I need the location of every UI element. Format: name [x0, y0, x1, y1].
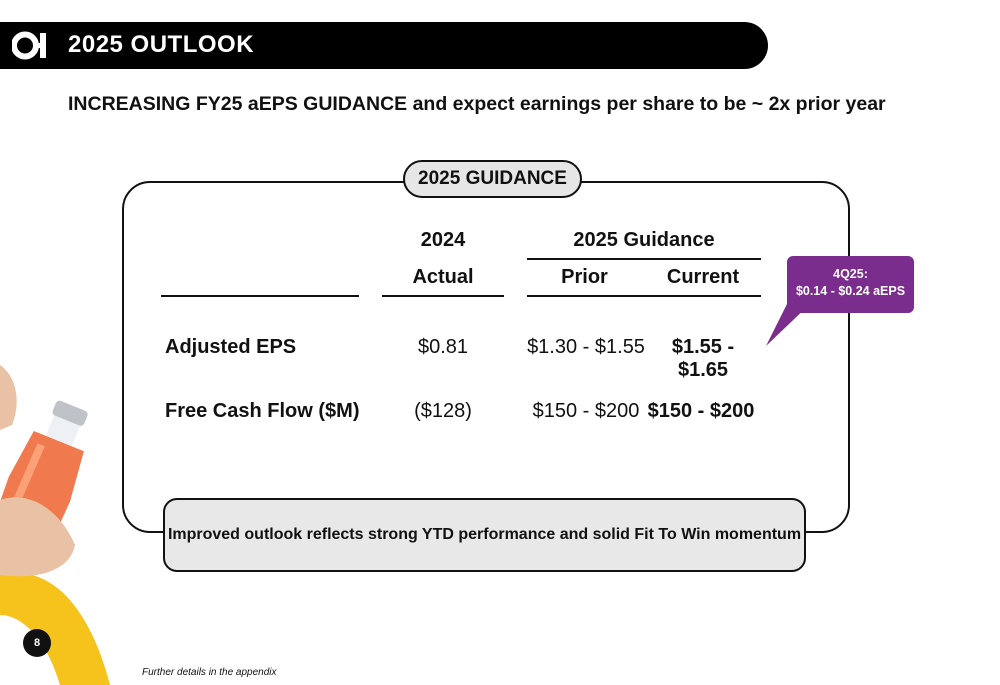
cell-fcf-prior: $150 - $200: [532, 400, 640, 422]
guidance-box-label: 2025 GUIDANCE: [403, 160, 582, 198]
guidance-rule: [527, 258, 761, 260]
page-title: 2025 OUTLOOK: [68, 31, 255, 58]
col-head-current: Current: [666, 266, 740, 288]
quarter-callout: 4Q25: $0.14 - $0.24 aEPS: [787, 256, 914, 313]
headline: INCREASING FY25 aEPS GUIDANCE and expect…: [68, 93, 886, 116]
col-head-prior: Prior: [561, 266, 608, 288]
header-rule-actual: [382, 295, 504, 297]
title-bar: 2025 OUTLOOK: [0, 22, 768, 69]
headline-rest: and expect earnings per share to be ~ 2x…: [407, 93, 886, 115]
headline-bold: INCREASING FY25 aEPS GUIDANCE: [68, 93, 408, 115]
footnote: Further details in the appendix: [142, 667, 277, 678]
callout-line1: 4Q25:: [833, 267, 868, 281]
header-rule-label: [161, 295, 359, 297]
cell-eps-actual: $0.81: [417, 336, 469, 358]
col-head-actual: Actual: [412, 266, 474, 288]
col-head-2024: 2024: [420, 229, 466, 251]
col-head-2025-guidance: 2025 Guidance: [573, 229, 715, 251]
outlook-note: Improved outlook reflects strong YTD per…: [163, 498, 806, 572]
bottle-hand-illustration: [0, 365, 110, 685]
cell-fcf-current: $150 - $200: [647, 400, 755, 422]
cell-eps-prior: $1.30 - $1.55: [527, 336, 645, 358]
page-number: 8: [23, 629, 51, 657]
callout-pointer: [766, 302, 812, 346]
oi-logo-icon: [12, 31, 46, 60]
callout-line2: $0.14 - $0.24 aEPS: [795, 284, 906, 298]
cell-fcf-actual: ($128): [414, 400, 472, 422]
cell-eps-current: $1.55 - $1.65: [671, 336, 735, 381]
row-label-adjusted-eps: Adjusted EPS: [165, 336, 297, 358]
row-label-free-cash-flow: Free Cash Flow ($M): [165, 400, 360, 422]
header-rule-guidance: [527, 295, 761, 297]
